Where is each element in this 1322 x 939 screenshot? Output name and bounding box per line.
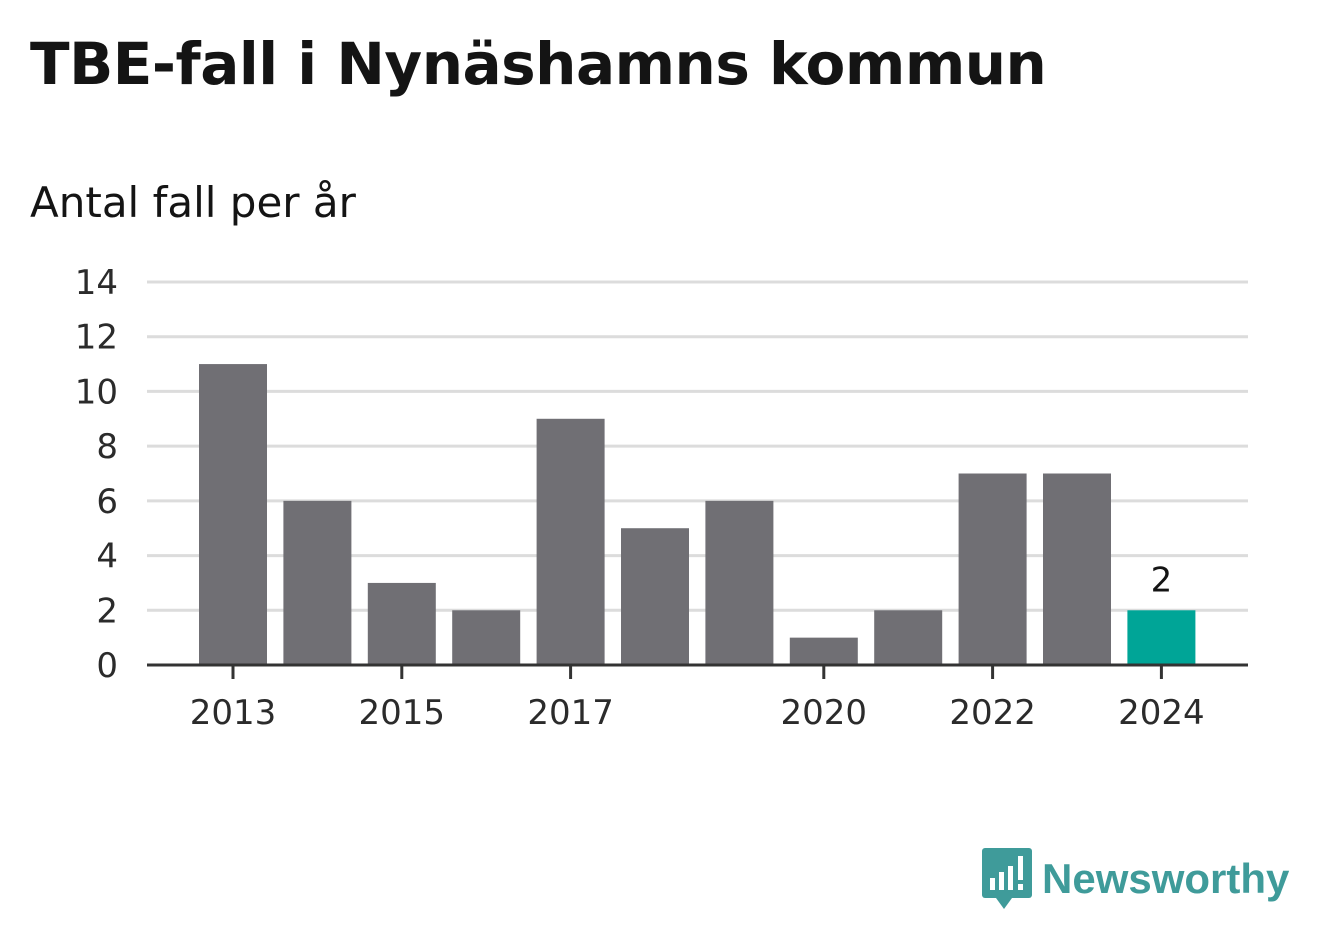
chart-subtitle: Antal fall per år: [30, 178, 356, 227]
x-tick-label: 2024: [1118, 693, 1205, 733]
x-tick-label: 2013: [190, 693, 277, 733]
y-axis-ticks: 0 2 4 6 8 10 12 14: [75, 263, 118, 686]
bar-2014: [283, 500, 352, 665]
x-tick-label: 2022: [949, 693, 1036, 733]
bars: [199, 364, 1196, 665]
newsworthy-logo-icon: [982, 848, 1032, 909]
bar-2017: [536, 418, 605, 665]
x-tick-label: 2015: [359, 693, 446, 733]
x-axis: 2013 2015 2017 2020 2022 2024: [147, 663, 1248, 733]
bar-2015: [367, 582, 436, 665]
y-tick-label: 0: [96, 646, 118, 686]
y-tick-label: 6: [96, 482, 118, 522]
newsworthy-logo: Newsworthy: [982, 848, 1289, 910]
y-tick-label: 2: [96, 591, 118, 631]
data-label: 2: [1151, 560, 1173, 600]
y-tick-label: 10: [75, 372, 118, 412]
y-tick-label: 12: [75, 318, 118, 358]
chart-title: TBE-fall i Nynäshamns kommun: [30, 30, 1047, 98]
bar-2021: [874, 610, 943, 665]
bar-2022: [958, 473, 1027, 665]
bar-2023: [1043, 473, 1111, 665]
bar-2024: [1127, 610, 1196, 665]
bar-2013: [199, 364, 267, 665]
y-tick-label: 4: [96, 537, 118, 577]
bar-2016: [452, 610, 521, 665]
y-tick-label: 14: [75, 263, 118, 303]
brand-name: Newsworthy: [1042, 855, 1290, 902]
bar-2018: [621, 528, 689, 665]
y-tick-label: 8: [96, 427, 118, 467]
bar-2020: [789, 637, 858, 665]
x-tick-label: 2020: [781, 693, 868, 733]
bar-2019: [705, 500, 774, 665]
data-labels: 2: [1148, 557, 1176, 603]
x-tick-label: 2017: [527, 693, 614, 733]
